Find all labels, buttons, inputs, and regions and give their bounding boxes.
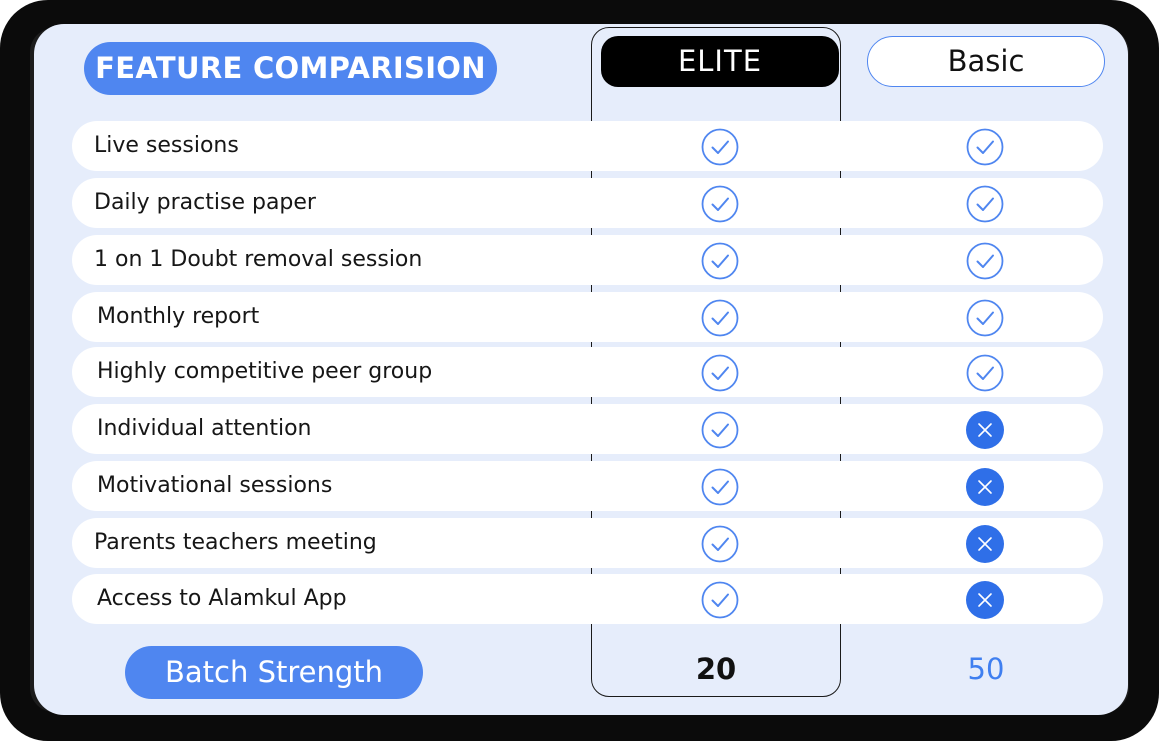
basic-cross-icon — [966, 525, 1004, 563]
feature-row: Individual attention — [72, 404, 1103, 454]
feature-label: Live sessions — [94, 133, 239, 158]
batch-strength-label: Batch Strength — [125, 646, 423, 699]
elite-check-icon — [701, 354, 739, 392]
feature-label: Motivational sessions — [97, 473, 333, 498]
feature-row: Motivational sessions — [72, 461, 1103, 511]
feature-row: Access to Alamkul App — [72, 574, 1103, 624]
plan-header-elite: ELITE — [601, 36, 839, 87]
elite-check-icon — [701, 468, 739, 506]
basic-check-icon — [966, 185, 1004, 223]
elite-check-icon — [701, 525, 739, 563]
feature-row: Parents teachers meeting — [72, 518, 1103, 568]
feature-row: Monthly report — [72, 292, 1103, 342]
basic-cross-icon — [966, 581, 1004, 619]
feature-label: Access to Alamkul App — [97, 586, 347, 611]
comparison-panel: FEATURE COMPARISION ELITE Basic Live ses… — [34, 24, 1128, 715]
feature-row: Highly competitive peer group — [72, 347, 1103, 397]
elite-check-icon — [701, 581, 739, 619]
elite-check-icon — [701, 411, 739, 449]
plan-header-basic: Basic — [867, 36, 1105, 87]
basic-cross-icon — [966, 411, 1004, 449]
elite-check-icon — [701, 242, 739, 280]
feature-label: Daily practise paper — [94, 190, 316, 215]
feature-label: Individual attention — [97, 416, 312, 441]
feature-label: Monthly report — [97, 304, 260, 329]
feature-row: 1 on 1 Doubt removal session — [72, 235, 1103, 285]
basic-batch-strength: 50 — [967, 652, 1005, 686]
elite-batch-strength: 20 — [695, 652, 737, 686]
basic-check-icon — [966, 299, 1004, 337]
feature-label: Parents teachers meeting — [94, 530, 377, 555]
feature-row: Live sessions — [72, 121, 1103, 171]
feature-label: 1 on 1 Doubt removal session — [94, 247, 423, 272]
page-title: FEATURE COMPARISION — [84, 42, 497, 95]
basic-check-icon — [966, 128, 1004, 166]
basic-cross-icon — [966, 468, 1004, 506]
basic-check-icon — [966, 354, 1004, 392]
feature-label: Highly competitive peer group — [97, 359, 433, 384]
feature-row: Daily practise paper — [72, 178, 1103, 228]
elite-check-icon — [701, 299, 739, 337]
elite-check-icon — [701, 185, 739, 223]
basic-check-icon — [966, 242, 1004, 280]
elite-check-icon — [701, 128, 739, 166]
